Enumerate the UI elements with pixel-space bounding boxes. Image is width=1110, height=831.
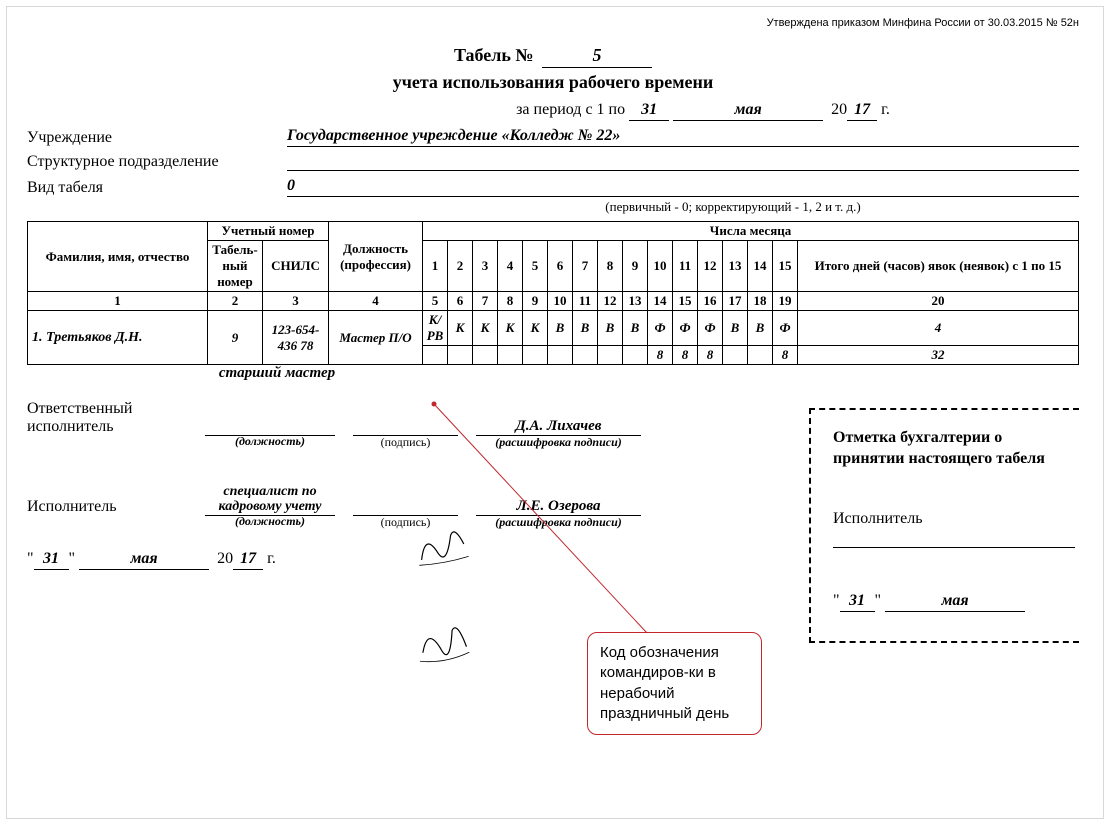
- table-row: 1. Третьяков Д.Н. 9 123-654-436 78 Масте…: [28, 311, 1079, 346]
- sig2-sign: (подпись): [353, 498, 458, 516]
- sig1-name: Д.А. Лихачев (расшифровка подписи): [476, 418, 641, 436]
- accounting-box: Отметка бухгалтерии о принятии настоящег…: [809, 408, 1079, 643]
- period-month: мая: [673, 101, 823, 121]
- period-day-to: 31: [629, 101, 669, 121]
- th-total: Итого дней (часов) явок (неявок) с 1 по …: [798, 241, 1079, 292]
- signature-area: Ответственный исполнитель (должность) (п…: [27, 400, 1079, 570]
- period-line: за период с 1 по 31 мая 2017 г.: [327, 101, 1079, 121]
- timesheet-number: 5: [542, 45, 652, 68]
- document-page: Утверждена приказом Минфина России от 30…: [6, 6, 1104, 819]
- institution-value: Государственное учреждение «Колледж № 22…: [287, 127, 1079, 147]
- employee-snils: 123-654-436 78: [263, 311, 329, 365]
- type-value: 0: [287, 177, 1079, 197]
- employee-name: 1. Третьяков Д.Н.: [28, 311, 208, 365]
- sig2-position: специалист по кадровому учету (должность…: [205, 484, 335, 516]
- th-position: Должность (профессия): [329, 222, 423, 292]
- timesheet-table: Фамилия, имя, отчество Учетный номер Дол…: [27, 221, 1079, 365]
- th-snils: СНИЛС: [263, 241, 329, 292]
- dept-row: Структурное подразделение: [27, 153, 1079, 171]
- employee-tabno: 9: [208, 311, 263, 365]
- approval-stamp: Утверждена приказом Минфина России от 30…: [767, 17, 1079, 29]
- sig1-position: (должность): [205, 435, 335, 436]
- type-row: Вид табеля 0: [27, 177, 1079, 197]
- callout-box: Код обозначения командиров-ки в нерабочи…: [587, 632, 762, 735]
- th-name: Фамилия, имя, отчество: [28, 222, 208, 292]
- institution-row: Учреждение Государственное учреждение «К…: [27, 127, 1079, 147]
- period-year: 17: [847, 101, 877, 121]
- title-prefix: Табель №: [454, 45, 534, 65]
- th-days: Числа месяца: [423, 222, 1079, 241]
- sig1-sign: (подпись): [353, 418, 458, 436]
- type-note: (первичный - 0; корректирующий - 1, 2 и …: [387, 199, 1079, 215]
- role-under-table: старший мастер: [212, 365, 342, 382]
- total-days: 4: [798, 311, 1079, 346]
- signature-scribble-icon: [409, 616, 475, 674]
- title-line2: учета использования рабочего времени: [27, 72, 1079, 93]
- title-block: Табель № 5 учета использования рабочего …: [27, 45, 1079, 93]
- th-tabno: Табель-ный номер: [208, 241, 263, 292]
- sig2-name: Л.Е. Озерова (расшифровка подписи): [476, 498, 641, 516]
- total-hours: 32: [798, 346, 1079, 365]
- th-acct: Учетный номер: [208, 222, 329, 241]
- signature-scribble-icon: [409, 518, 475, 576]
- employee-position: Мастер П/О: [329, 311, 423, 365]
